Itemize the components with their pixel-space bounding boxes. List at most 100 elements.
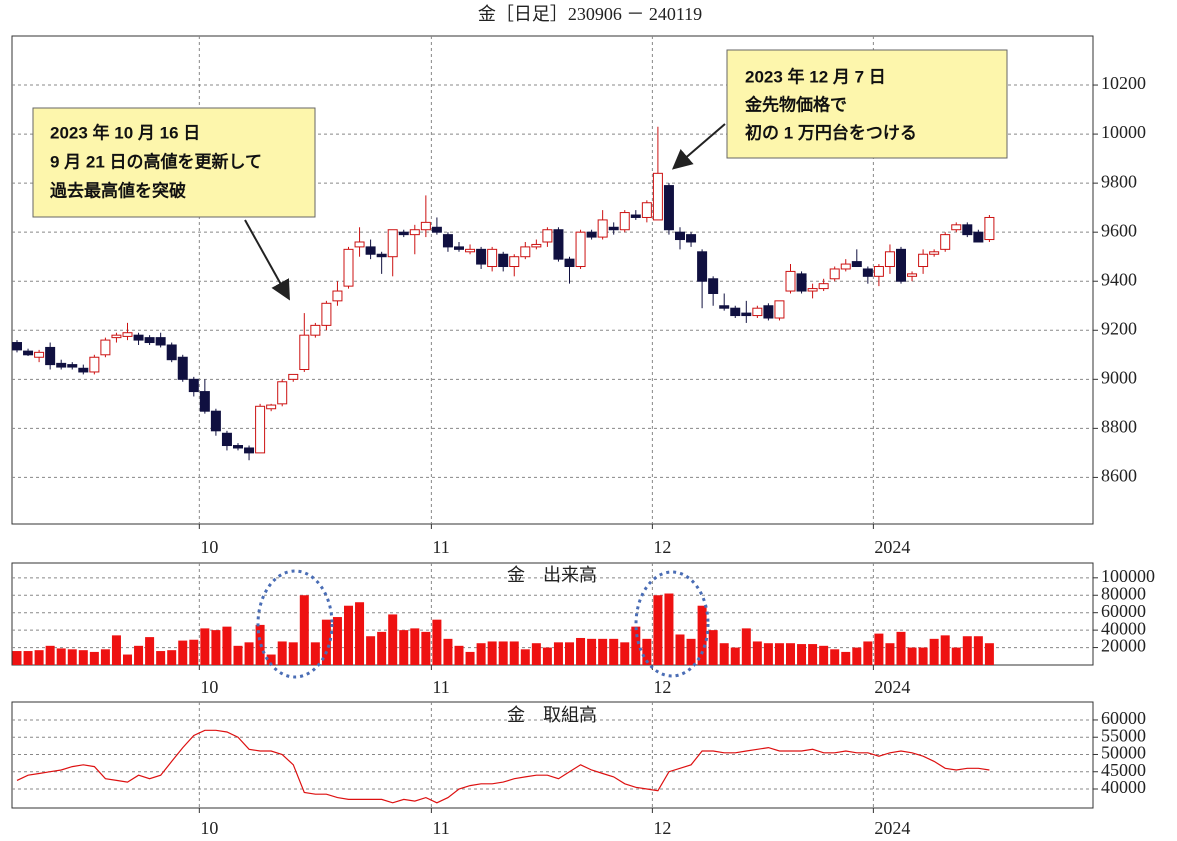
y-tick-label: 55000 bbox=[1101, 725, 1146, 745]
candle-body bbox=[663, 185, 674, 231]
bar bbox=[111, 635, 121, 665]
bar bbox=[443, 638, 453, 665]
callout-text: 2023 年 10 月 16 日 bbox=[50, 122, 200, 142]
candle-body bbox=[89, 356, 100, 373]
highlight-ellipse bbox=[634, 570, 710, 678]
candle-body bbox=[310, 324, 321, 336]
bar bbox=[498, 641, 508, 665]
candle-body bbox=[785, 270, 796, 292]
candle-body bbox=[12, 342, 22, 351]
candle-body bbox=[233, 445, 243, 449]
bar bbox=[951, 647, 961, 665]
bar bbox=[266, 654, 276, 665]
candle-body bbox=[498, 253, 509, 268]
candle-body bbox=[398, 231, 409, 236]
candle-body bbox=[907, 273, 918, 277]
candle-body bbox=[332, 290, 343, 302]
bar bbox=[211, 630, 221, 665]
candle-body bbox=[763, 305, 774, 319]
bar bbox=[940, 635, 950, 665]
candle-body bbox=[255, 405, 266, 454]
candle-body bbox=[56, 362, 67, 368]
candle-body bbox=[288, 373, 299, 380]
candle-body bbox=[807, 288, 818, 292]
candle-body bbox=[78, 367, 89, 373]
bar bbox=[719, 643, 729, 665]
bar bbox=[918, 647, 928, 665]
candle-body bbox=[122, 332, 133, 337]
y-tick-label: 60000 bbox=[1101, 601, 1146, 621]
candle-body bbox=[111, 334, 122, 339]
bar bbox=[907, 647, 917, 665]
bar bbox=[321, 619, 331, 665]
y-tick-label: 50000 bbox=[1101, 743, 1146, 763]
bar bbox=[167, 650, 177, 665]
callout-text: 金先物価格で bbox=[744, 94, 847, 114]
callout-box bbox=[726, 49, 1008, 159]
bar bbox=[730, 647, 740, 665]
bar bbox=[553, 642, 563, 665]
candle-body bbox=[166, 344, 177, 361]
bar bbox=[819, 645, 829, 665]
highlight-ellipse bbox=[256, 569, 334, 679]
candle-body bbox=[321, 302, 332, 326]
candle-body bbox=[476, 248, 487, 265]
bar bbox=[830, 649, 840, 665]
bar bbox=[962, 636, 972, 665]
bar bbox=[797, 644, 807, 665]
bar bbox=[774, 643, 784, 665]
candle-body bbox=[873, 266, 884, 277]
candle-body bbox=[840, 263, 851, 270]
callout-box bbox=[32, 107, 316, 218]
line bbox=[16, 729, 990, 804]
candle-body bbox=[188, 378, 199, 393]
candle-body bbox=[851, 261, 862, 268]
callout-text: 初の 1 万円台をつける bbox=[745, 122, 917, 142]
bar bbox=[178, 640, 188, 665]
candle-body bbox=[862, 268, 873, 277]
candle-body bbox=[376, 253, 387, 258]
candle-body bbox=[465, 248, 476, 253]
y-tick-label: 10000 bbox=[1101, 122, 1146, 142]
candle-body bbox=[608, 226, 619, 231]
bar bbox=[587, 638, 597, 665]
bar bbox=[973, 636, 983, 665]
x-tick-label: 12 bbox=[653, 818, 671, 838]
candle-body bbox=[818, 283, 829, 290]
candle-body bbox=[962, 224, 973, 236]
bar bbox=[332, 617, 342, 665]
y-tick-label: 100000 bbox=[1101, 566, 1155, 586]
candle-body bbox=[973, 231, 984, 243]
bar bbox=[134, 645, 144, 665]
candle-body bbox=[277, 381, 288, 405]
candle-body bbox=[531, 243, 542, 248]
bar bbox=[487, 641, 497, 665]
bar bbox=[664, 593, 674, 665]
callout-text: 2023 年 12 月 7 日 bbox=[745, 66, 886, 86]
plot-layer: 8600 8800 9000 9200 9400 9600 9800 10000 10200 10… bbox=[12, 36, 1155, 838]
bar bbox=[454, 645, 464, 665]
bar bbox=[686, 638, 696, 665]
bar bbox=[929, 638, 939, 665]
bar bbox=[675, 634, 685, 665]
candle-body bbox=[575, 231, 586, 268]
candle-body bbox=[796, 273, 807, 292]
candle-body bbox=[918, 253, 929, 268]
bar bbox=[388, 614, 398, 665]
x-tick-label: 2024 bbox=[874, 537, 910, 557]
bar bbox=[620, 642, 630, 665]
bar bbox=[885, 643, 895, 665]
bar bbox=[984, 643, 994, 665]
y-tick-label: 40000 bbox=[1101, 777, 1146, 797]
bar bbox=[752, 641, 762, 665]
x-tick-label: 10 bbox=[200, 537, 218, 557]
candle-body bbox=[564, 258, 575, 268]
bar bbox=[841, 651, 851, 665]
bar bbox=[542, 647, 552, 665]
candle-body bbox=[210, 410, 221, 432]
bar bbox=[631, 626, 641, 665]
y-tick-label: 9400 bbox=[1101, 269, 1137, 289]
bar bbox=[299, 595, 309, 665]
bar bbox=[310, 642, 320, 665]
bar bbox=[874, 633, 884, 665]
